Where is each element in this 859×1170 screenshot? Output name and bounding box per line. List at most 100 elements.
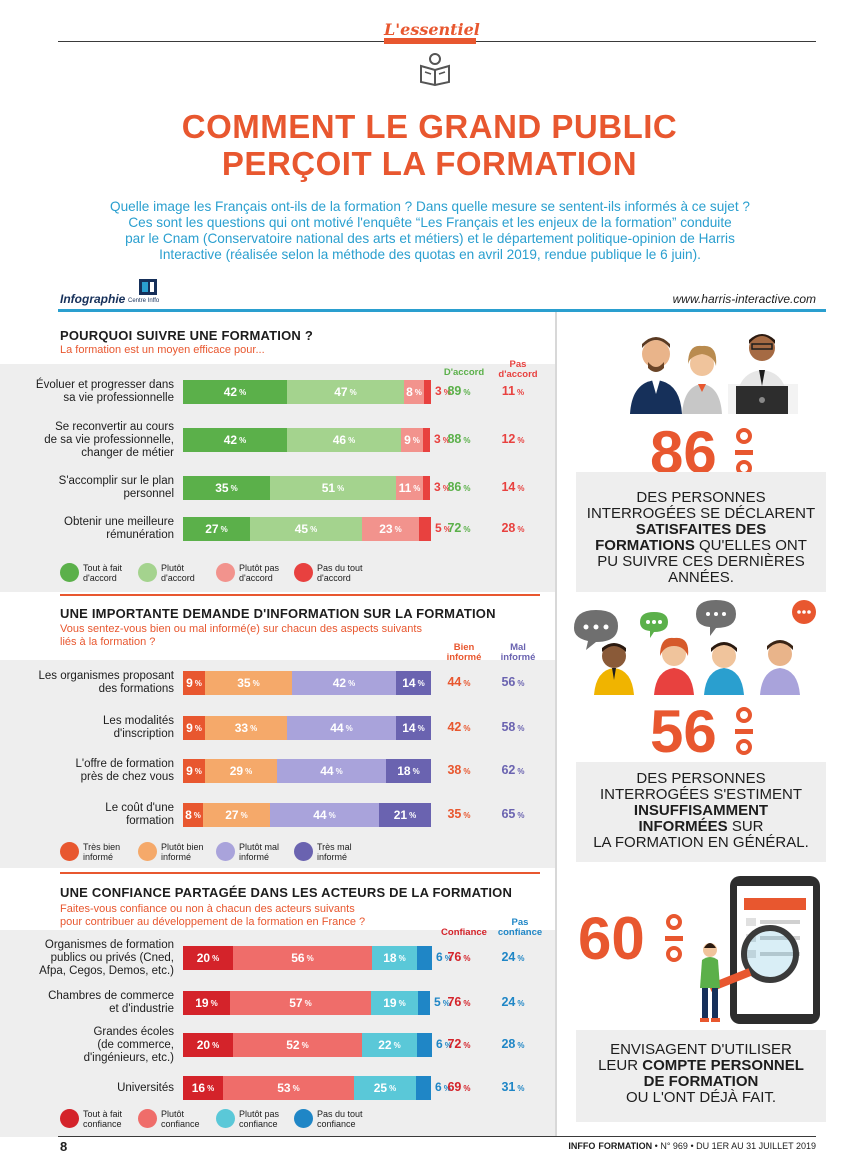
bar-segment: 18% [372, 946, 417, 970]
stat-line: DES PERSONNES [636, 489, 766, 506]
total-value-1: 89% [439, 384, 479, 398]
total-value-2: 14% [493, 480, 533, 494]
total-value-2: 24% [493, 950, 533, 964]
percent-sign: % [463, 436, 471, 445]
legend-label: Plutôt bien informé [161, 842, 221, 862]
percent-sign: % [517, 1084, 525, 1093]
legend-label-line: d'accord [161, 573, 195, 583]
stat-line: ANNÉES. [668, 569, 734, 586]
centre-inffo-logo-text: Centre Inffo [128, 298, 160, 304]
legend-label-line: Très bien [83, 842, 121, 852]
bar-segment: 20% [183, 946, 233, 970]
bar-segment: 42% [292, 671, 396, 695]
bar-segment: 45% [250, 517, 362, 541]
total-value: 38 [447, 763, 462, 777]
total-value-1: 88% [439, 432, 479, 446]
legend-label-line: Tout à fait [83, 563, 123, 573]
row-label-line: d'ingénieurs, etc.) [83, 1051, 174, 1064]
talking-people-illustration [574, 600, 816, 695]
legend-swatch [60, 1109, 79, 1128]
total-value-1: 76% [439, 950, 479, 964]
percent-sign: % [337, 483, 345, 493]
percent-sign: % [240, 810, 248, 820]
percent-sign: % [306, 953, 314, 963]
total-value-2: 28% [493, 1037, 533, 1051]
segment-value: 47 [334, 385, 348, 399]
segment-value: 11 [398, 481, 412, 495]
segment-value: 8 [185, 808, 192, 822]
stat-2-text: DES PERSONNES INTERROGÉES S'ESTIMENT INS… [576, 762, 826, 862]
segment-value: 9 [186, 764, 193, 778]
segment-value: 18 [397, 764, 411, 778]
section-3-subtitle: Faites-vous confiance ou non à chacun de… [60, 903, 480, 929]
percent-sign: % [335, 766, 343, 776]
segment-value: 9 [404, 433, 411, 447]
stacked-bar: 27% 45% 23% [183, 517, 431, 541]
legend-label-line: confiance [83, 1119, 122, 1129]
stacked-bar: 16% 53% 25% [183, 1076, 431, 1100]
bar-segment: 25% [354, 1076, 416, 1100]
legend-swatch [294, 1109, 313, 1128]
total-value-2: 28% [493, 521, 533, 535]
percent-sign: % [517, 811, 525, 820]
segment-value: 19 [195, 996, 209, 1010]
row-label-line: Organismes de formation [44, 938, 174, 951]
legend-label-line: Très mal [317, 842, 352, 852]
stat-line: FORMATIONS QU'ELLES ONT [576, 538, 826, 554]
legend-label-line: Pas du tout [317, 563, 363, 573]
percent-sign: % [443, 1084, 451, 1093]
legend-item: Plutôt bien informé [138, 842, 221, 862]
section-3-title: UNE CONFIANCE PARTAGÉE DANS LES ACTEURS … [60, 885, 513, 900]
bar-segment: 42% [183, 380, 287, 404]
stacked-bar: 19% 57% 19% [183, 991, 430, 1015]
col-header-no-trust: Pas confiance [490, 918, 550, 938]
bar-segment: 23% [362, 517, 419, 541]
stacked-bar: 42% 47% 8% [183, 380, 431, 404]
percent-sign: % [348, 435, 356, 445]
col-header-line: d'accord [498, 369, 538, 380]
percent-sign: % [212, 1040, 220, 1050]
percent-sign: % [463, 811, 471, 820]
percent-sign: % [517, 388, 525, 397]
legend-swatch [60, 842, 79, 861]
bar-segment: 27% [203, 803, 270, 827]
bar-segment: 46% [287, 428, 401, 452]
percent-sign: % [442, 999, 450, 1008]
segment-value: 35 [237, 676, 251, 690]
legend-label-line: Plutôt mal [239, 842, 280, 852]
legend-item: Très bien informé [60, 842, 143, 862]
percent-sign: % [413, 483, 421, 493]
bar-segment: 9% [183, 716, 205, 740]
segment-value: 20 [196, 951, 211, 965]
percent-sign: % [517, 954, 525, 963]
segment-value: 23 [379, 522, 393, 536]
bar-segment: 14% [396, 671, 431, 695]
segment-value: 25 [373, 1081, 388, 1095]
total-value: 42 [447, 720, 462, 734]
percent-sign: % [194, 723, 202, 733]
row-label-line: près de chez vous [80, 771, 174, 783]
row-label: Se reconvertir au cours de sa vie profess… [14, 421, 174, 460]
percent-sign: % [517, 436, 525, 445]
segment-value: 52 [286, 1038, 300, 1052]
legend-label-line: informé [83, 852, 114, 862]
bar-segment: 29% [205, 759, 277, 783]
percent-sign: % [328, 810, 336, 820]
col-header-line: informé [446, 652, 482, 663]
centre-inffo-logo [139, 279, 157, 295]
percent-sign: % [398, 953, 406, 963]
source-url[interactable]: www.harris-interactive.com [672, 292, 816, 306]
segment-value-outside: 5% [435, 521, 465, 535]
total-value-2: 12% [493, 432, 533, 446]
percent-sign: % [463, 999, 471, 1008]
segment-value: 19 [383, 996, 397, 1010]
legend-item: Plutôt pas confiance [216, 1109, 299, 1129]
row-label: Grandes écoles (de commerce, d'ingénieurs,… [14, 1026, 174, 1065]
section-1-subtitle: La formation est un moyen efficace pour.… [60, 344, 265, 356]
stat-line: SATISFAITES DES [576, 522, 826, 538]
percent-sign: % [409, 810, 417, 820]
col-header-well-informed: Bien informé [434, 643, 494, 663]
legend-label: Plutôt pas d'accord [239, 563, 299, 583]
percent-sign: % [212, 953, 220, 963]
row-label-line: d'inscription [113, 728, 174, 740]
